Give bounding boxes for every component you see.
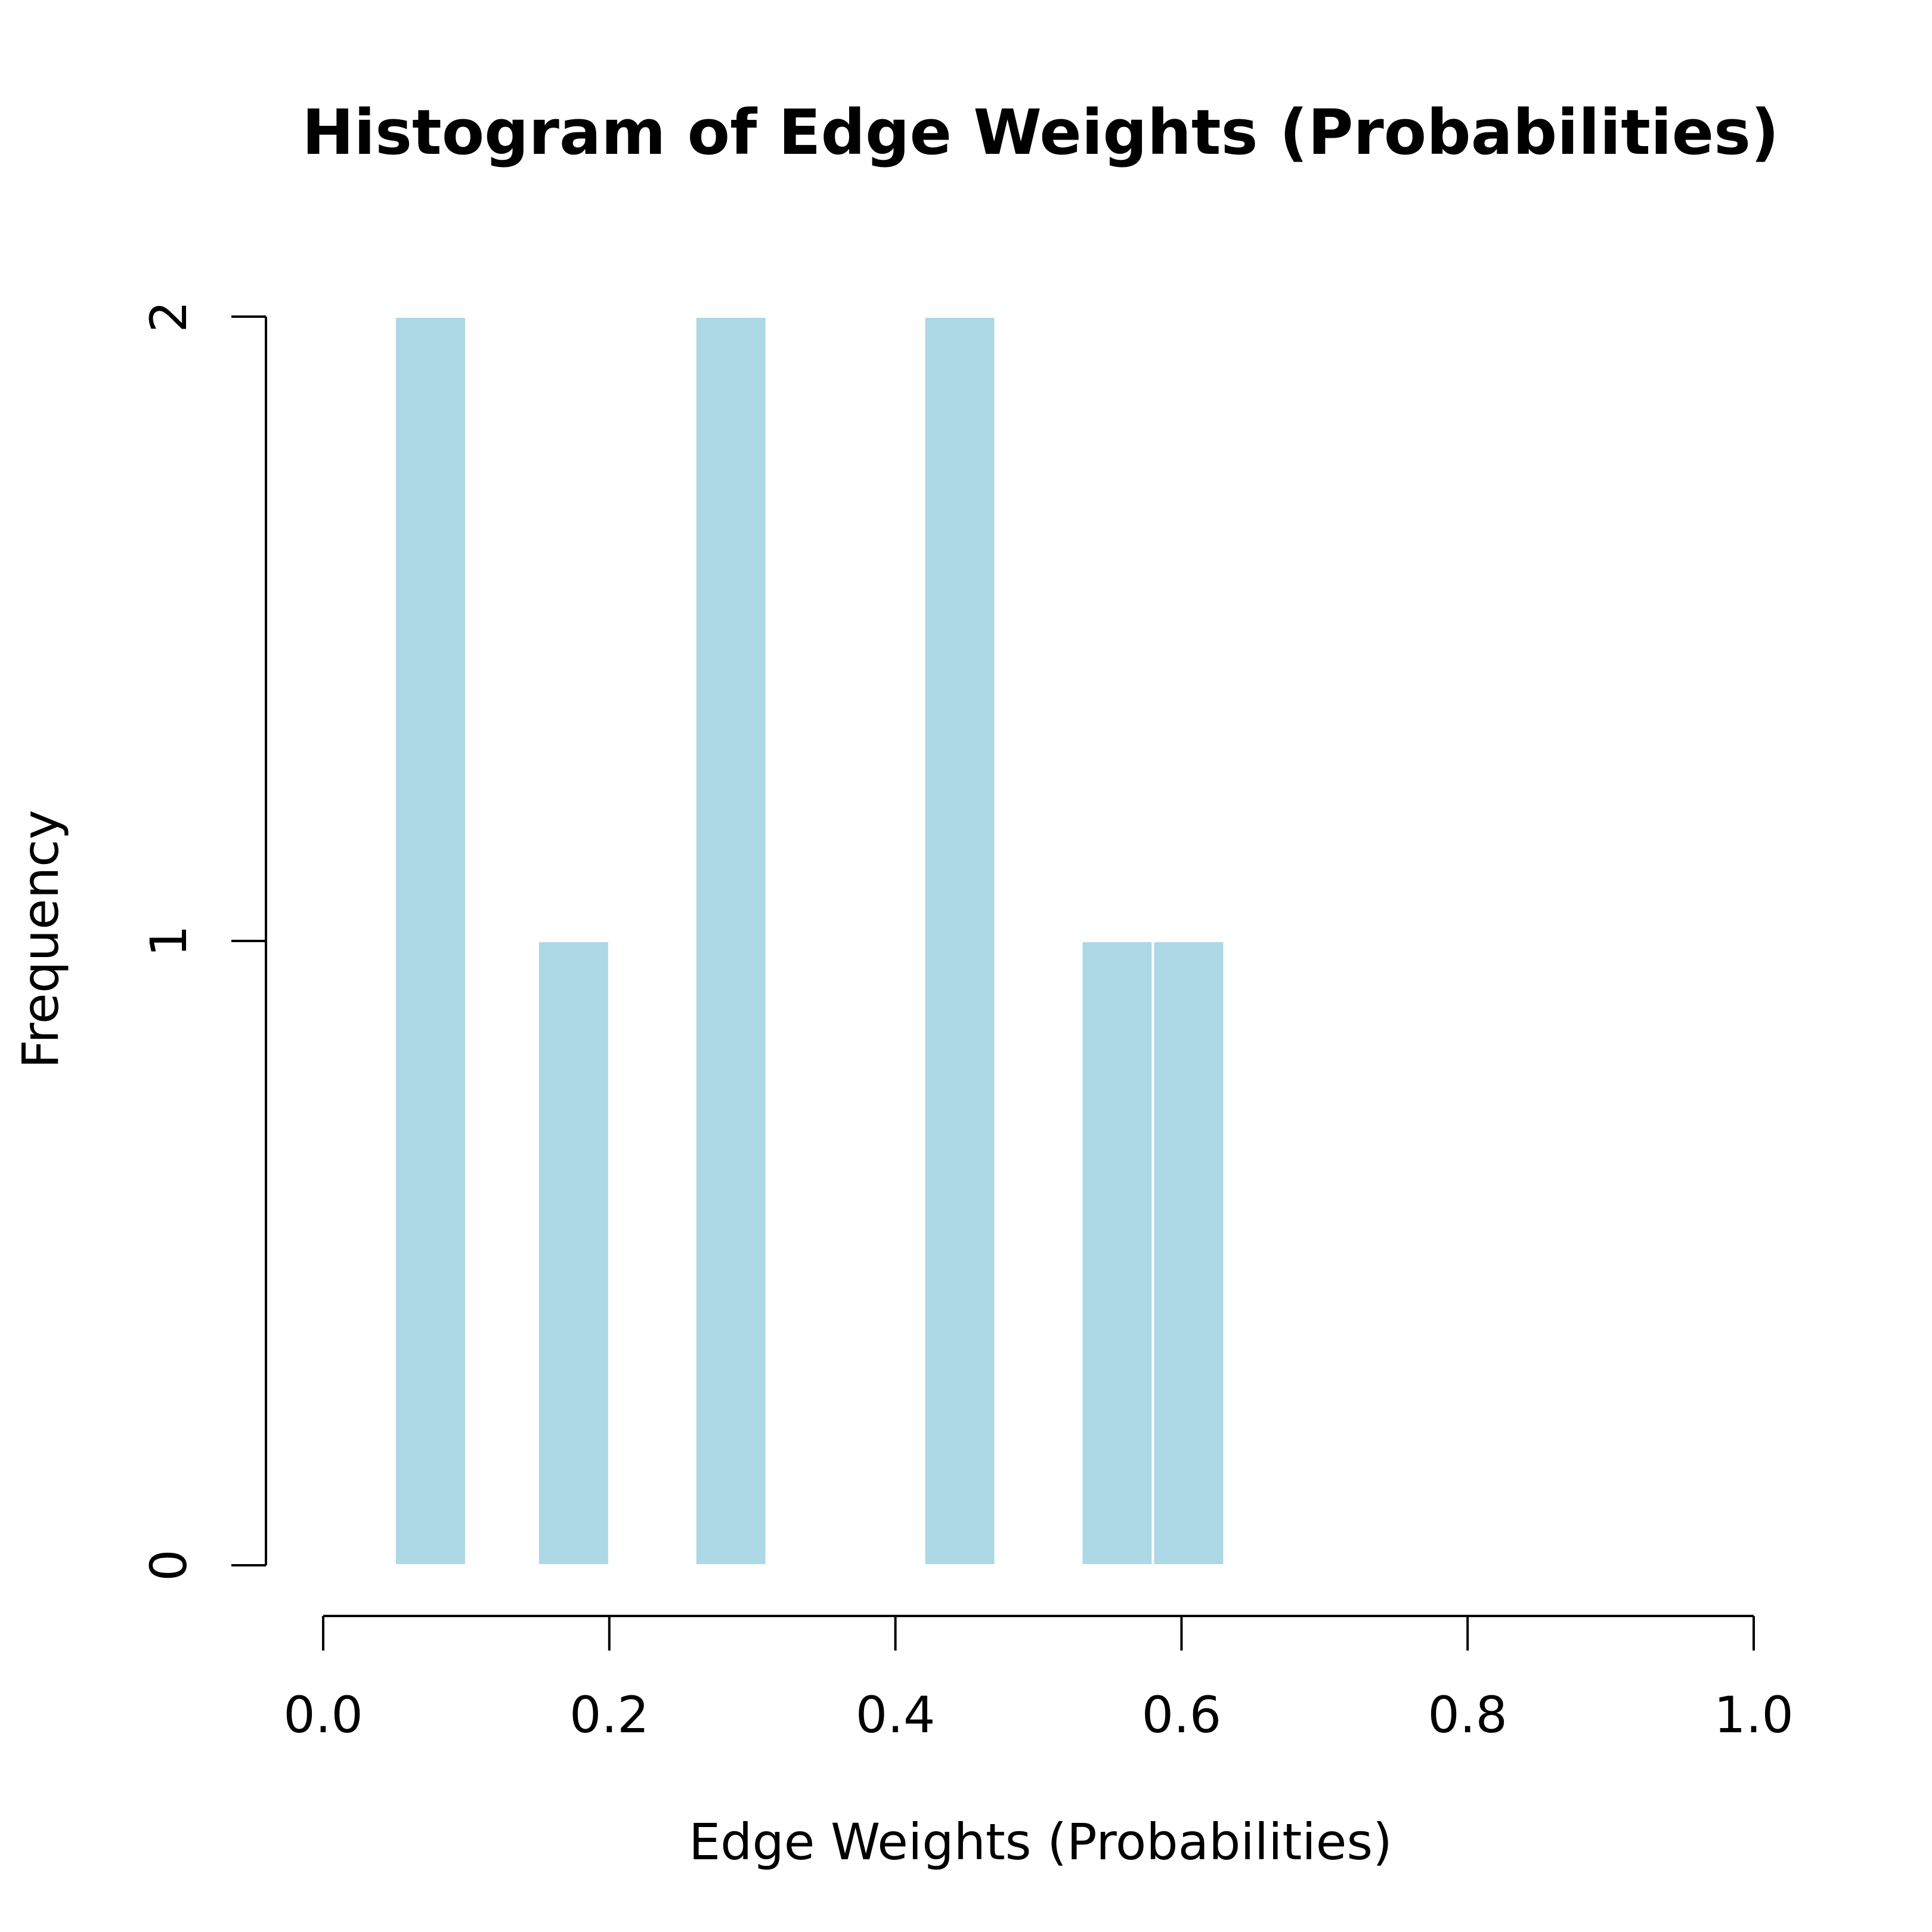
histogram-bar-5	[1151, 940, 1226, 1566]
x-axis-label: Edge Weights (Probabilities)	[689, 1813, 1392, 1871]
y-tick-label: 0	[140, 1549, 198, 1581]
histogram-bar-0	[393, 315, 467, 1566]
y-axis: 0 1 2	[140, 301, 267, 1581]
histogram-bar-4	[1080, 940, 1154, 1566]
histogram-bar-1	[536, 940, 611, 1566]
chart-title: Histogram of Edge Weights (Probabilities…	[302, 96, 1779, 169]
bars-group	[393, 315, 1226, 1566]
x-tick-label: 0.8	[1428, 1686, 1507, 1744]
x-axis: 0.0 0.2 0.4 0.6 0.8 1.0	[283, 1615, 1794, 1744]
histogram-bar-2	[693, 315, 768, 1566]
y-tick-label: 1	[140, 925, 198, 956]
y-axis-label: Frequency	[11, 810, 70, 1069]
y-tick-label: 2	[140, 301, 198, 332]
x-tick-label: 0.4	[856, 1686, 936, 1744]
x-tick-label: 1.0	[1714, 1686, 1794, 1744]
x-tick-label: 0.2	[569, 1686, 649, 1744]
histogram-bar-3	[922, 315, 997, 1566]
x-tick-label: 0.6	[1142, 1686, 1222, 1744]
x-tick-label: 0.0	[283, 1686, 363, 1744]
